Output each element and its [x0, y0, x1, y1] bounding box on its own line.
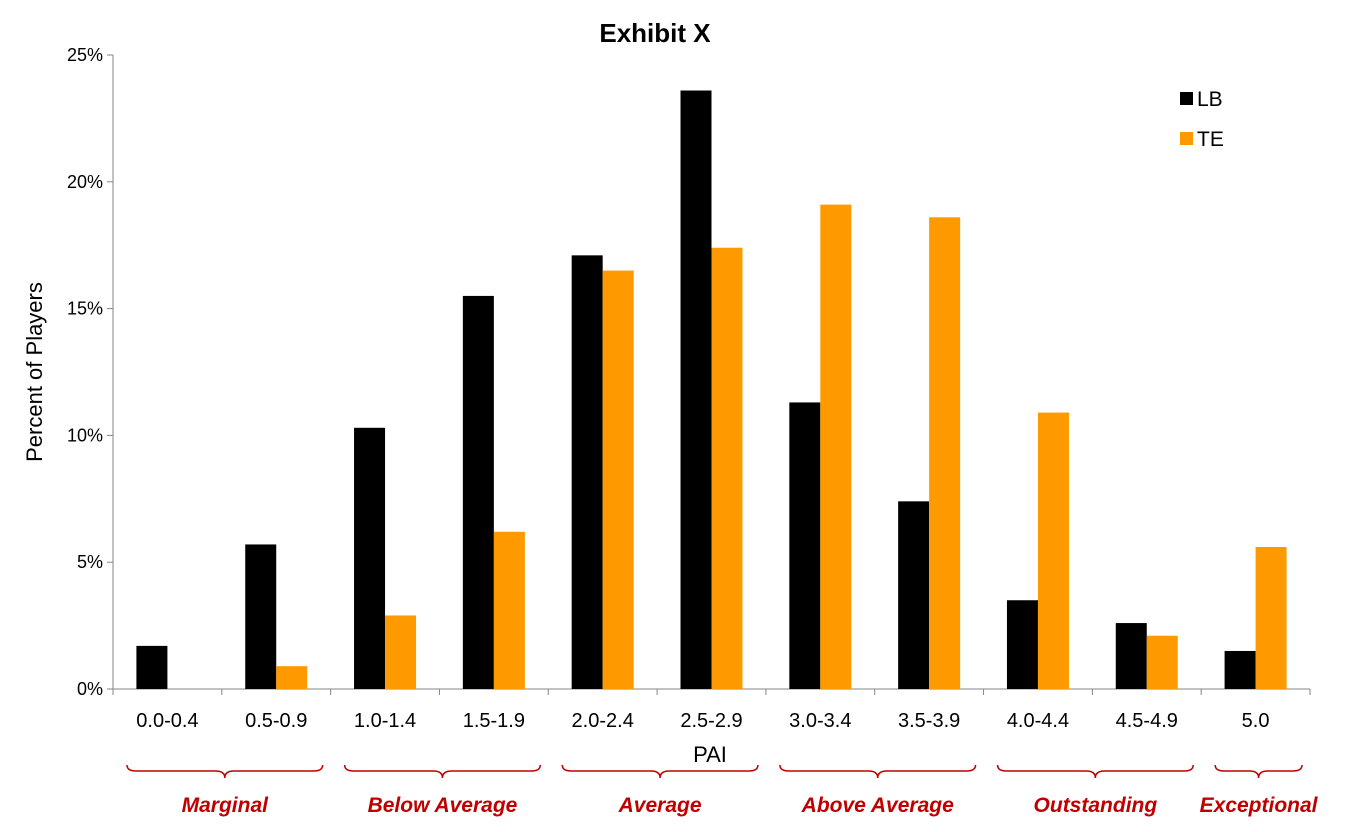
bar-te [602, 270, 634, 689]
bar-lb [136, 645, 168, 689]
x-tick-label: 3.0-3.4 [789, 710, 851, 732]
group-label: Marginal [182, 794, 270, 817]
bar-lb [1224, 650, 1256, 689]
group-brace [343, 764, 542, 779]
category-groups: Marginal Below Average Average Above Averag… [126, 764, 1319, 817]
group-brace [126, 764, 324, 779]
bar-lb [1115, 623, 1147, 689]
y-axis: 0% 5% 10% 15% 20% 25% [67, 45, 114, 699]
group-label: Below Average [368, 794, 518, 817]
y-tick-label: 15% [67, 299, 103, 319]
legend: LB TE [1180, 88, 1224, 151]
bar-te [385, 615, 417, 689]
y-tick-label: 10% [67, 425, 103, 445]
x-tick-label: 0.5-0.9 [245, 710, 307, 732]
bar-te [276, 666, 308, 689]
group-brace [996, 764, 1194, 779]
y-tick-label: 20% [67, 172, 103, 192]
x-tick-label: 4.0-4.4 [1007, 710, 1069, 732]
bars [136, 90, 1287, 689]
group-label: Average [618, 794, 702, 817]
legend-label: TE [1197, 128, 1224, 151]
chart-title: Exhibit X [599, 18, 711, 48]
bar-te [493, 531, 525, 689]
bar-lb [245, 544, 277, 689]
bar-lb [898, 501, 930, 689]
x-tick-label: 0.0-0.4 [136, 710, 198, 732]
group-label: Above Average [801, 794, 954, 817]
bar-te [1146, 635, 1178, 689]
bar-lb [571, 255, 603, 689]
group-brace [779, 764, 977, 779]
bar-te [1037, 412, 1069, 689]
x-axis-label: PAI [693, 742, 727, 767]
x-tick-label: 1.0-1.4 [354, 710, 416, 732]
x-axis: 0.0-0.4 0.5-0.9 1.0-1.4 1.5-1.9 2.0-2.4 2.5-2… [112, 688, 1311, 732]
bar-lb [680, 90, 712, 689]
bar-te [711, 247, 743, 689]
bar-lb [789, 402, 821, 689]
bar-lb [354, 427, 386, 689]
legend-label: LB [1197, 88, 1223, 111]
y-tick-label: 25% [67, 45, 103, 65]
bar-te [1255, 546, 1287, 689]
x-tick-label: 2.0-2.4 [572, 710, 634, 732]
legend-swatch [1180, 92, 1193, 105]
group-label: Exceptional [1200, 794, 1319, 817]
y-tick-label: 0% [77, 679, 103, 699]
x-tick-label: 2.5-2.9 [680, 710, 742, 732]
x-tick-label: 5.0 [1242, 710, 1270, 732]
x-tick-label: 3.5-3.9 [898, 710, 960, 732]
x-tick-label: 1.5-1.9 [463, 710, 525, 732]
y-axis-label: Percent of Players [22, 282, 47, 462]
bar-lb [462, 295, 494, 689]
group-brace [1214, 764, 1303, 779]
group-label: Outstanding [1034, 794, 1158, 817]
bar-lb [1006, 600, 1038, 689]
bar-te [929, 217, 961, 689]
y-tick-label: 5% [77, 552, 103, 572]
bar-te [820, 204, 852, 689]
x-tick-label: 4.5-4.9 [1116, 710, 1178, 732]
group-brace [561, 764, 759, 779]
legend-swatch [1180, 132, 1193, 145]
